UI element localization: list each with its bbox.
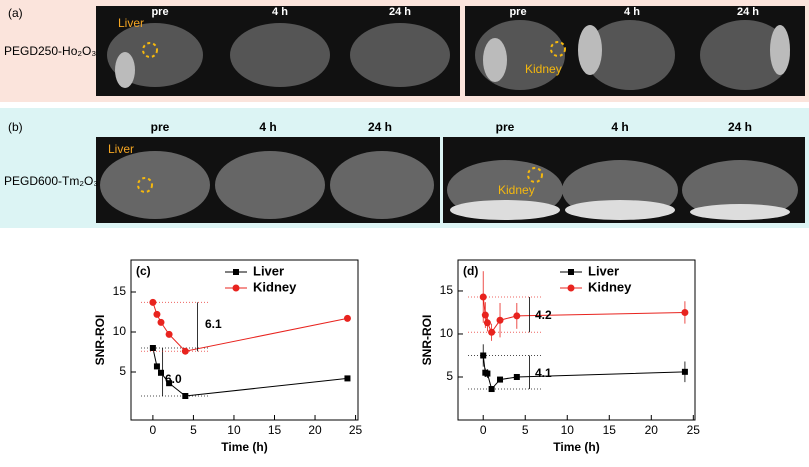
point: [497, 376, 504, 383]
time-label: pre: [151, 6, 168, 18]
x-tick-label: 5: [522, 423, 529, 437]
legend-label: Liver: [253, 263, 284, 278]
organ-label: Kidney: [498, 183, 535, 197]
time-label: 4 h: [624, 6, 640, 18]
plot-frame: [130, 259, 359, 421]
point: [496, 316, 504, 324]
time-label: pre: [151, 120, 170, 134]
point: [166, 380, 173, 387]
organ-label: Liver: [108, 142, 134, 156]
point: [165, 330, 173, 338]
point: [149, 298, 157, 306]
legend-label: Kidney: [253, 279, 297, 294]
point: [343, 314, 351, 322]
point: [153, 363, 160, 370]
y-tick-label: 5: [446, 369, 453, 383]
time-label: pre: [496, 120, 515, 134]
point: [681, 308, 689, 316]
legend-marker: [568, 269, 574, 275]
annotation: 6.0: [165, 372, 182, 386]
chart-title: (c): [136, 264, 151, 278]
y-axis-label: SNR-ROI: [93, 315, 107, 366]
sample-name: PEGD250-Ho₂O₃: [4, 44, 96, 58]
point: [181, 347, 189, 355]
time-label: 4 h: [259, 120, 276, 134]
plot-frame: [457, 259, 696, 421]
legend-marker: [567, 284, 575, 292]
y-tick-label: 15: [440, 283, 454, 297]
x-tick-label: 5: [190, 423, 197, 437]
legend-label: Liver: [588, 263, 619, 278]
organ-label: Kidney: [525, 62, 562, 76]
point: [157, 369, 164, 376]
x-tick-label: 10: [561, 423, 575, 437]
panel-label: (a): [8, 6, 23, 20]
x-tick-label: 25: [349, 423, 363, 437]
time-label: 4 h: [611, 120, 628, 134]
y-tick-label: 15: [113, 284, 127, 298]
x-axis-label: Time (h): [221, 440, 267, 454]
x-tick-label: 0: [150, 423, 157, 437]
y-tick-label: 10: [113, 324, 127, 338]
point: [513, 373, 520, 380]
point: [681, 368, 688, 375]
x-tick-label: 20: [645, 423, 659, 437]
series-line: [152, 347, 348, 397]
point: [344, 375, 351, 382]
legend-marker: [232, 284, 240, 292]
mri-row-a: [96, 6, 805, 96]
point: [479, 293, 487, 301]
point: [483, 319, 491, 327]
point: [488, 386, 495, 393]
y-axis-label: SNR-ROI: [420, 315, 434, 366]
x-tick-label: 20: [308, 423, 322, 437]
y-tick-label: 10: [440, 326, 454, 340]
point: [488, 328, 496, 336]
y-tick-label: 5: [119, 364, 126, 378]
panel-label: (b): [8, 120, 23, 134]
series-line: [482, 296, 685, 334]
time-label: 24 h: [728, 120, 752, 134]
chart-title: (d): [463, 264, 478, 278]
sample-name: PEGD600-Tm₂O₃: [4, 174, 98, 188]
annotation: 6.1: [205, 317, 222, 331]
x-tick-label: 15: [603, 423, 617, 437]
legend-label: Kidney: [588, 279, 632, 294]
point: [157, 318, 165, 326]
point: [153, 310, 161, 318]
time-label: 4 h: [272, 6, 288, 18]
legend-marker: [233, 269, 239, 275]
point: [480, 352, 487, 359]
time-label: 24 h: [368, 120, 392, 134]
point: [149, 345, 156, 351]
annotation: 4.2: [535, 308, 552, 322]
point: [484, 370, 491, 377]
x-tick-label: 15: [268, 423, 282, 437]
annotation: 4.1: [535, 366, 552, 380]
organ-label: Liver: [118, 16, 144, 30]
point: [182, 393, 189, 399]
series-line: [152, 302, 348, 352]
time-label: pre: [509, 6, 526, 18]
x-axis-label: Time (h): [553, 440, 599, 454]
series-line: [482, 355, 685, 391]
x-tick-label: 10: [227, 423, 241, 437]
x-tick-label: 0: [480, 423, 487, 437]
time-label: 24 h: [737, 6, 759, 18]
time-label: 24 h: [389, 6, 411, 18]
x-tick-label: 25: [687, 423, 701, 437]
point: [513, 312, 521, 320]
mri-row-b: [96, 137, 805, 223]
